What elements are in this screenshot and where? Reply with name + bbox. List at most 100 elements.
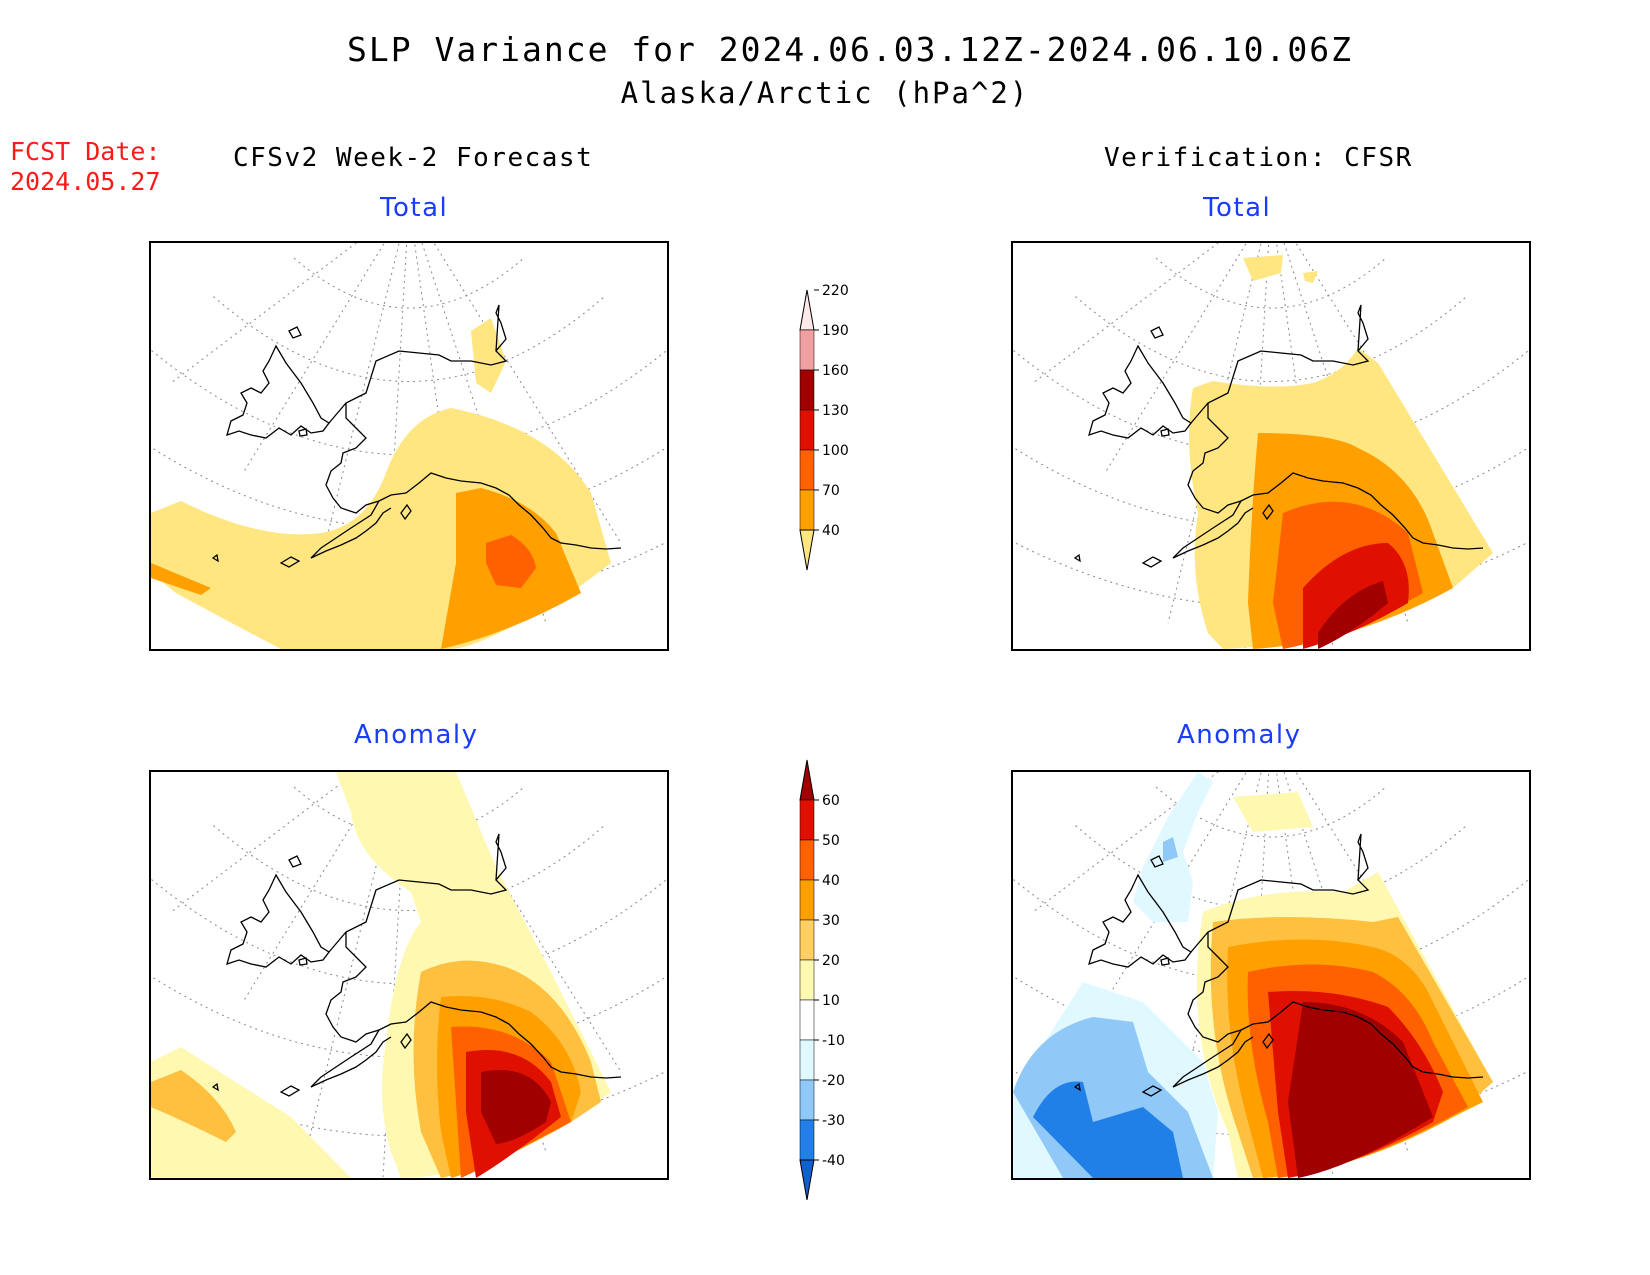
colorbar-segment: [799, 1039, 815, 1081]
aleutian-island: [211, 553, 219, 563]
coastline: [1073, 833, 1484, 1097]
nunivak-island: [298, 957, 308, 966]
meridian-line: [1295, 772, 1484, 1073]
kodiak-island: [279, 556, 301, 568]
colorbar-tick-label: 50: [822, 833, 840, 849]
colorbar-segment: [799, 959, 815, 1001]
yellow-blob-small: [1303, 271, 1318, 283]
light-yellow-west: [151, 1047, 351, 1178]
colorbar-segment: [799, 409, 815, 451]
parallel-line: [213, 296, 605, 382]
parallel-line: [213, 825, 605, 911]
north-coast: [1190, 833, 1370, 953]
colorbar-tick-label: 100: [822, 443, 849, 459]
colorbar-tick-label: 70: [822, 483, 840, 499]
gulf-coast: [378, 1001, 622, 1079]
colorbar-segment: [799, 919, 815, 961]
meridian-line: [433, 243, 622, 544]
verification-total-plot: [1013, 243, 1529, 649]
anomaly-colorbar: -40 -30 -20 -10 10 20 30 40 50 60: [799, 759, 845, 1200]
colorbar-segment: [799, 369, 815, 411]
dark-red-contour: [481, 1070, 551, 1144]
colorbar-tick-label: -40: [822, 1153, 845, 1169]
dark-orange-contour: [486, 535, 536, 588]
peninsula: [310, 1036, 392, 1088]
fcst-date: FCST Date: 2024.05.27: [10, 137, 161, 197]
left-column-title: CFSv2 Week-2 Forecast: [233, 143, 594, 173]
colorbar-segment: [799, 489, 815, 531]
st-lawrence-island: [288, 326, 302, 339]
meridian-line: [1295, 243, 1484, 544]
colorbar-bottom-arrow: [799, 1159, 815, 1200]
island: [400, 1032, 412, 1050]
colorbar-segment: [799, 999, 815, 1041]
north-coast: [328, 304, 508, 424]
kodiak-island: [1141, 1085, 1163, 1097]
fcst-date-label: FCST Date:: [10, 137, 161, 166]
north-coast: [328, 833, 508, 953]
aleutian-island: [211, 1082, 219, 1092]
coastline: [211, 833, 622, 1097]
figure-title: SLP Variance for 2024.06.03.12Z-2024.06.…: [347, 30, 1353, 69]
nunivak-island: [1160, 957, 1170, 966]
gulf-coast: [1240, 1001, 1484, 1079]
yellow-blob-top: [1243, 255, 1283, 281]
gulf-coast: [378, 472, 622, 550]
st-lawrence-island: [1150, 326, 1164, 339]
verification-anomaly-plot: [1013, 772, 1529, 1178]
colorbar-segment: [799, 1079, 815, 1121]
west-coast: [1172, 403, 1243, 559]
colorbar-segment: [799, 329, 815, 371]
colorbar-tick-label: 20: [822, 953, 840, 969]
forecast-total-map: [149, 241, 669, 651]
coastline: [1073, 304, 1484, 568]
meridian-line: [1283, 243, 1409, 624]
forecast-total-plot: [151, 243, 667, 649]
meridian-line: [1104, 243, 1247, 474]
right-column-title: Verification: CFSR: [1104, 143, 1413, 173]
colorbar-tick-label: 160: [822, 363, 849, 379]
colorbar-tick-label: 190: [822, 323, 849, 339]
colorbar-tick-label: 60: [822, 793, 840, 809]
alaska-coast: [226, 873, 330, 968]
peninsula: [1172, 1036, 1254, 1088]
colorbar-tick-label: -20: [822, 1073, 845, 1089]
colorbar-tick-label: -10: [822, 1033, 845, 1049]
colorbar-tick-label: 10: [822, 993, 840, 1009]
st-lawrence-island: [288, 855, 302, 868]
meridian-line: [382, 243, 408, 649]
light-orange-west: [151, 1070, 236, 1142]
meridian-line: [242, 243, 385, 474]
mid-blue-north: [1163, 837, 1178, 862]
fcst-date-value: 2024.05.27: [10, 167, 161, 196]
coastline: [211, 304, 622, 568]
dark-red-contour: [1288, 1002, 1433, 1178]
north-coast: [1190, 304, 1370, 424]
forecast-anomaly-map: [149, 770, 669, 1180]
meridian-line: [242, 772, 385, 1003]
colorbar-tick-label: 40: [822, 873, 840, 889]
colorbar-tick-label: -30: [822, 1113, 845, 1129]
colorbar-segment: [799, 839, 815, 881]
orange-strip: [151, 563, 211, 595]
west-coast: [310, 932, 381, 1088]
nunivak-island: [1160, 428, 1170, 437]
island: [1262, 503, 1274, 521]
colorbar-bottom-arrow: [799, 529, 815, 571]
peninsula: [1172, 507, 1254, 559]
aleutian-island: [1073, 553, 1081, 563]
forecast-anomaly-label: Anomaly: [354, 720, 479, 750]
alaska-coast: [1088, 344, 1192, 439]
gulf-coast: [1240, 472, 1484, 550]
aleutian-island: [1073, 1082, 1081, 1092]
meridian-line: [1032, 243, 1219, 384]
colorbar-tick-label: 40: [822, 523, 840, 539]
parallel-line: [1155, 257, 1387, 309]
peninsula: [310, 507, 392, 559]
west-coast: [1172, 932, 1243, 1088]
meridian-line: [421, 243, 547, 624]
colorbar-segment: [799, 449, 815, 491]
parallel-line: [293, 257, 525, 309]
meridian-line: [170, 243, 357, 384]
meridian-line: [382, 772, 408, 1178]
